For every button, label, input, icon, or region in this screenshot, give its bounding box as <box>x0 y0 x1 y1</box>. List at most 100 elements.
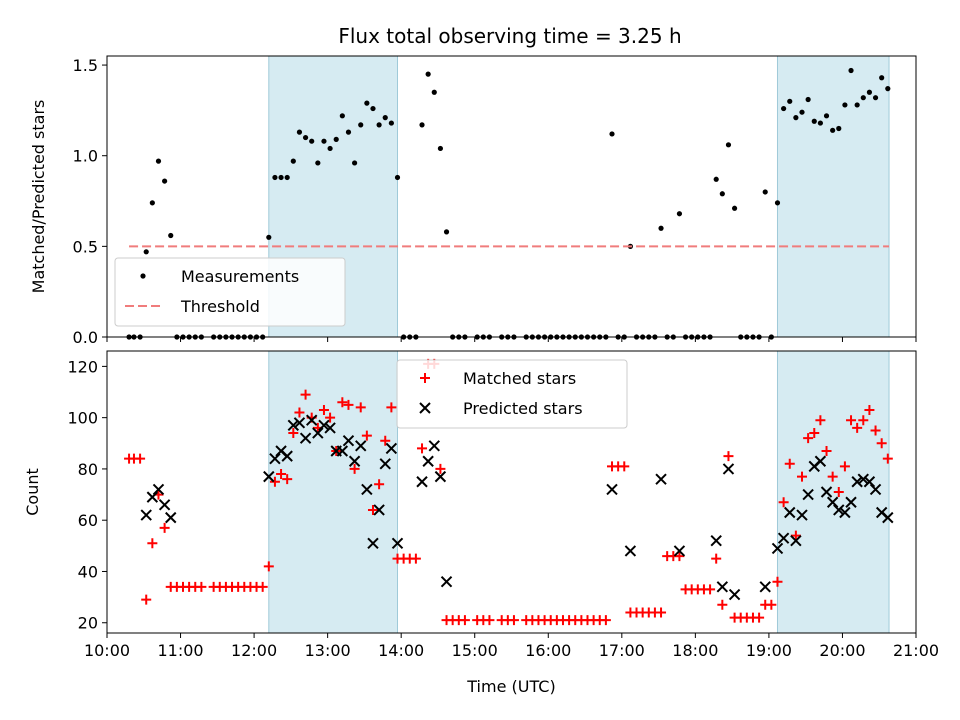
measurement-point <box>431 89 437 95</box>
matched-stars-point <box>876 438 887 449</box>
predicted-stars-point <box>606 483 618 496</box>
y-axis-label: Matched/Predicted stars <box>29 100 48 294</box>
y-tick-label: 0.5 <box>73 237 98 256</box>
measurement-point <box>168 232 174 239</box>
y-tick-label: 40 <box>78 562 98 581</box>
matched-stars-point <box>790 530 801 541</box>
predicted-stars-point <box>863 476 876 488</box>
predicted-stars-point <box>158 499 171 511</box>
measurement-point <box>676 211 683 217</box>
x-tick-label: 17:00 <box>599 641 645 660</box>
legend: Matched stars Predicted stars <box>396 359 628 429</box>
matched-stars-point <box>858 415 869 426</box>
x-tick-label: 11:00 <box>157 641 203 660</box>
legend-label: Measurements <box>181 267 299 286</box>
matched-stars-point <box>809 428 820 439</box>
matched-stars-point <box>784 458 795 469</box>
measurement-point <box>725 142 732 148</box>
matched-stars-point <box>797 471 808 482</box>
predicted-stars-point <box>428 440 440 452</box>
matched-stars-point <box>839 461 850 472</box>
predicted-stars-point <box>269 452 281 465</box>
measurement-point <box>872 95 879 101</box>
bottom-panel: 10:00 11:00 12:00 13:00 14:00 15:00 16:00 17:00… <box>23 350 939 696</box>
matched-stars-point <box>772 576 783 587</box>
matched-stars-point <box>374 479 385 490</box>
observing-window-2 <box>776 55 890 338</box>
matched-stars-point <box>263 561 274 572</box>
measurement-point <box>817 120 823 126</box>
predicted-stars-point <box>299 432 312 444</box>
matched-stars-point <box>349 463 360 474</box>
measurement-point <box>321 138 327 144</box>
matched-stars-point <box>711 553 722 564</box>
measurement-point <box>272 174 278 181</box>
measurement-point <box>327 145 333 152</box>
matched-stars-point <box>300 389 311 400</box>
x-tick-label: 13:00 <box>305 641 351 660</box>
matched-stars-point <box>821 445 832 456</box>
x-tick-label: 20:00 <box>819 641 865 660</box>
predicted-stars-point <box>784 506 796 519</box>
measurement-point <box>339 113 345 119</box>
predicted-stars-point <box>355 440 367 452</box>
matched-stars-point <box>882 453 893 464</box>
y-tick-label: 1.0 <box>73 147 98 166</box>
measurement-point <box>352 160 358 166</box>
matched-stars-point <box>135 453 146 464</box>
matched-stars-point <box>766 599 777 610</box>
matched-stars-point <box>717 599 728 610</box>
predicted-stars-point <box>434 470 447 483</box>
matched-stars-point <box>257 581 268 592</box>
legend-box <box>396 359 628 429</box>
matched-stars-point <box>674 551 685 562</box>
y-tick-label: 1.5 <box>73 56 98 75</box>
predicted-stars-point <box>440 576 453 588</box>
matched-stars-point <box>410 553 421 564</box>
measurement-point <box>885 86 891 92</box>
predicted-stars-point <box>814 455 827 467</box>
measurement-point <box>719 191 725 197</box>
measurement-point <box>309 138 315 144</box>
measurement-point <box>266 234 272 240</box>
legend-label: Matched stars <box>463 369 576 388</box>
measurement-point <box>290 158 296 164</box>
y-tick-label: 0.0 <box>73 328 98 347</box>
matched-stars-point <box>367 504 378 515</box>
measurement-point <box>713 176 719 182</box>
predicted-stars-point <box>165 511 177 524</box>
measurement-point <box>787 98 793 104</box>
predicted-stars-point <box>287 419 300 432</box>
measurement-point <box>799 109 805 115</box>
matched-stars-point <box>508 615 519 626</box>
measurement-point <box>370 105 376 112</box>
legend-matched-marker <box>420 373 430 383</box>
legend: Measurements Threshold <box>114 257 346 327</box>
matched-stars-point <box>386 402 397 413</box>
legend-label: Predicted stars <box>463 399 583 418</box>
predicted-stars-point <box>869 483 882 496</box>
top-panel: 0.0 0.5 1.0 1.5 Matched/Predicted stars Measu… <box>29 55 917 347</box>
measurement-point <box>382 115 388 121</box>
measurement-point <box>609 131 615 137</box>
matched-stars-point <box>864 404 875 415</box>
x-tick-label: 12:00 <box>231 641 277 660</box>
predicted-stars-point <box>336 445 349 457</box>
measurement-point <box>830 127 836 133</box>
y-tick-label: 60 <box>78 511 98 530</box>
measurement-point <box>345 129 352 135</box>
legend-label: Threshold <box>180 297 260 316</box>
measurement-point <box>364 100 370 106</box>
matched-stars-point <box>141 594 152 605</box>
measurement-point <box>296 129 303 135</box>
matched-stars-point <box>196 581 207 592</box>
predicted-stars-point <box>361 483 373 496</box>
predicted-stars-point <box>716 581 729 593</box>
predicted-stars-point <box>845 496 857 508</box>
x-tick-label: 10:00 <box>84 641 130 660</box>
predicted-stars-point <box>263 470 275 483</box>
matched-stars-point <box>846 415 857 426</box>
x-tick-label: 19:00 <box>746 641 792 660</box>
matched-stars-point <box>870 425 881 436</box>
matched-stars-point <box>803 433 814 444</box>
